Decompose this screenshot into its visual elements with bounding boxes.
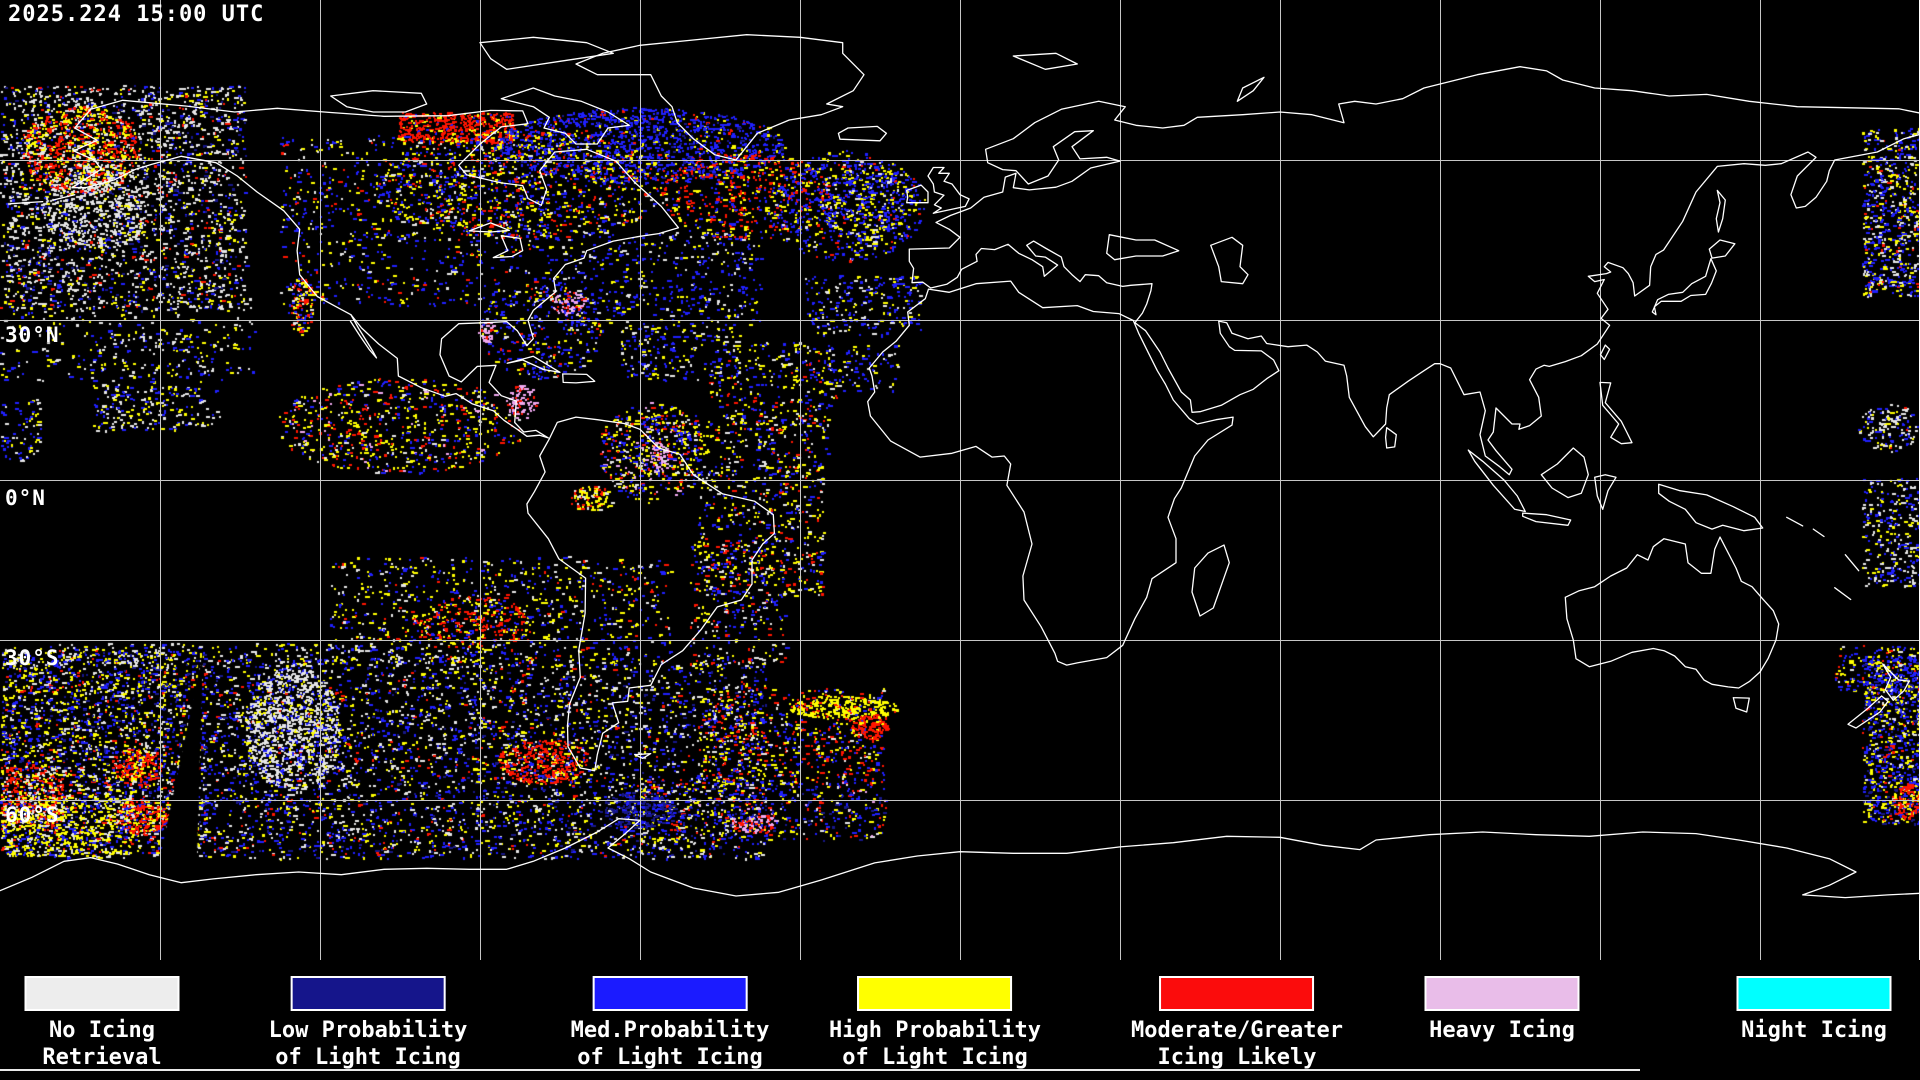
legend-label-line: of Light Icing bbox=[842, 1045, 1028, 1070]
legend-item-night-icing: Night Icing bbox=[1736, 976, 1892, 1044]
bottom-edge-line bbox=[0, 1069, 1640, 1071]
legend-label-line: Night Icing bbox=[1741, 1018, 1887, 1043]
legend-swatch bbox=[1424, 976, 1580, 1011]
legend-label-line: High Probability bbox=[829, 1018, 1041, 1043]
legend-swatch bbox=[24, 976, 180, 1011]
latitude-label: 30°S bbox=[5, 646, 60, 670]
legend-item-heavy-icing: Heavy Icing bbox=[1424, 976, 1580, 1044]
graticule bbox=[0, 0, 1920, 960]
legend-item-high-prob-light-icing: High Probability of Light Icing bbox=[829, 976, 1041, 1071]
legend-item-low-prob-light-icing: Low Probability of Light Icing bbox=[268, 976, 468, 1071]
legend-label-line: Moderate/Greater bbox=[1131, 1018, 1343, 1043]
legend-label-line: Icing Likely bbox=[1157, 1045, 1317, 1070]
legend-label-line: Heavy Icing bbox=[1429, 1018, 1575, 1043]
map-vector-overlay bbox=[0, 0, 1920, 960]
legend-label-line: of Light Icing bbox=[275, 1045, 461, 1070]
latitude-label: 60°S bbox=[5, 803, 60, 827]
legend-swatch bbox=[1159, 976, 1315, 1011]
legend-label-line: of Light Icing bbox=[577, 1045, 763, 1070]
legend-swatch bbox=[592, 976, 748, 1011]
legend-label-line: Med.Probability bbox=[570, 1018, 770, 1043]
legend-label-line: Retrieval bbox=[42, 1045, 162, 1070]
world-map: 2025.224 15:00 UTC 30°N 0°N 30°S 60°S bbox=[0, 0, 1920, 960]
legend-swatch bbox=[290, 976, 446, 1011]
legend-item-no-icing-retrieval: No Icing Retrieval bbox=[24, 976, 180, 1071]
latitude-label: 30°N bbox=[5, 323, 60, 347]
timestamp: 2025.224 15:00 UTC bbox=[8, 2, 265, 27]
latitude-label: 0°N bbox=[5, 486, 46, 510]
legend: No Icing Retrieval Low Probability of Light… bbox=[0, 960, 1920, 1080]
legend-label-line: No Icing bbox=[49, 1018, 155, 1043]
legend-item-moderate-greater-icing: Moderate/Greater Icing Likely bbox=[1131, 976, 1343, 1071]
legend-item-med-prob-light-icing: Med.Probability of Light Icing bbox=[570, 976, 770, 1071]
legend-swatch bbox=[857, 976, 1013, 1011]
legend-swatch bbox=[1736, 976, 1892, 1011]
legend-label-line: Low Probability bbox=[268, 1018, 468, 1043]
coastlines bbox=[0, 34, 1920, 899]
